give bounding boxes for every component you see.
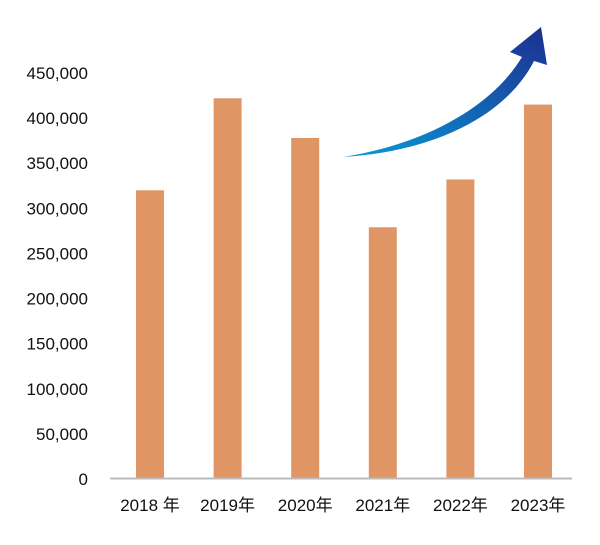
x-tick-label: 2020年: [278, 496, 333, 515]
x-tick-label: 2021年: [355, 496, 410, 515]
y-tick-label: 250,000: [27, 244, 88, 263]
upward-trend-arrow: [343, 27, 547, 157]
bar-5: [524, 104, 552, 480]
y-tick-label: 450,000: [27, 64, 88, 83]
y-tick-label: 350,000: [27, 154, 88, 173]
y-tick-label: 100,000: [27, 380, 88, 399]
x-tick-label: 2022年: [433, 496, 488, 515]
y-tick-label: 0: [79, 470, 88, 489]
bar-3: [368, 227, 397, 479]
y-tick-label: 300,000: [27, 199, 88, 218]
x-tick-label: 2018 年: [120, 496, 180, 515]
x-tick-label: 2023年: [511, 496, 566, 515]
y-tick-label: 200,000: [27, 290, 88, 309]
bar-2: [291, 137, 320, 479]
y-tick-label: 150,000: [27, 335, 88, 354]
bar-0: [136, 190, 164, 480]
bar-1: [213, 98, 242, 480]
bar-4: [446, 179, 475, 479]
x-tick-label: 2019年: [200, 496, 255, 515]
y-tick-label: 50,000: [36, 425, 88, 444]
y-tick-label: 400,000: [27, 109, 88, 128]
